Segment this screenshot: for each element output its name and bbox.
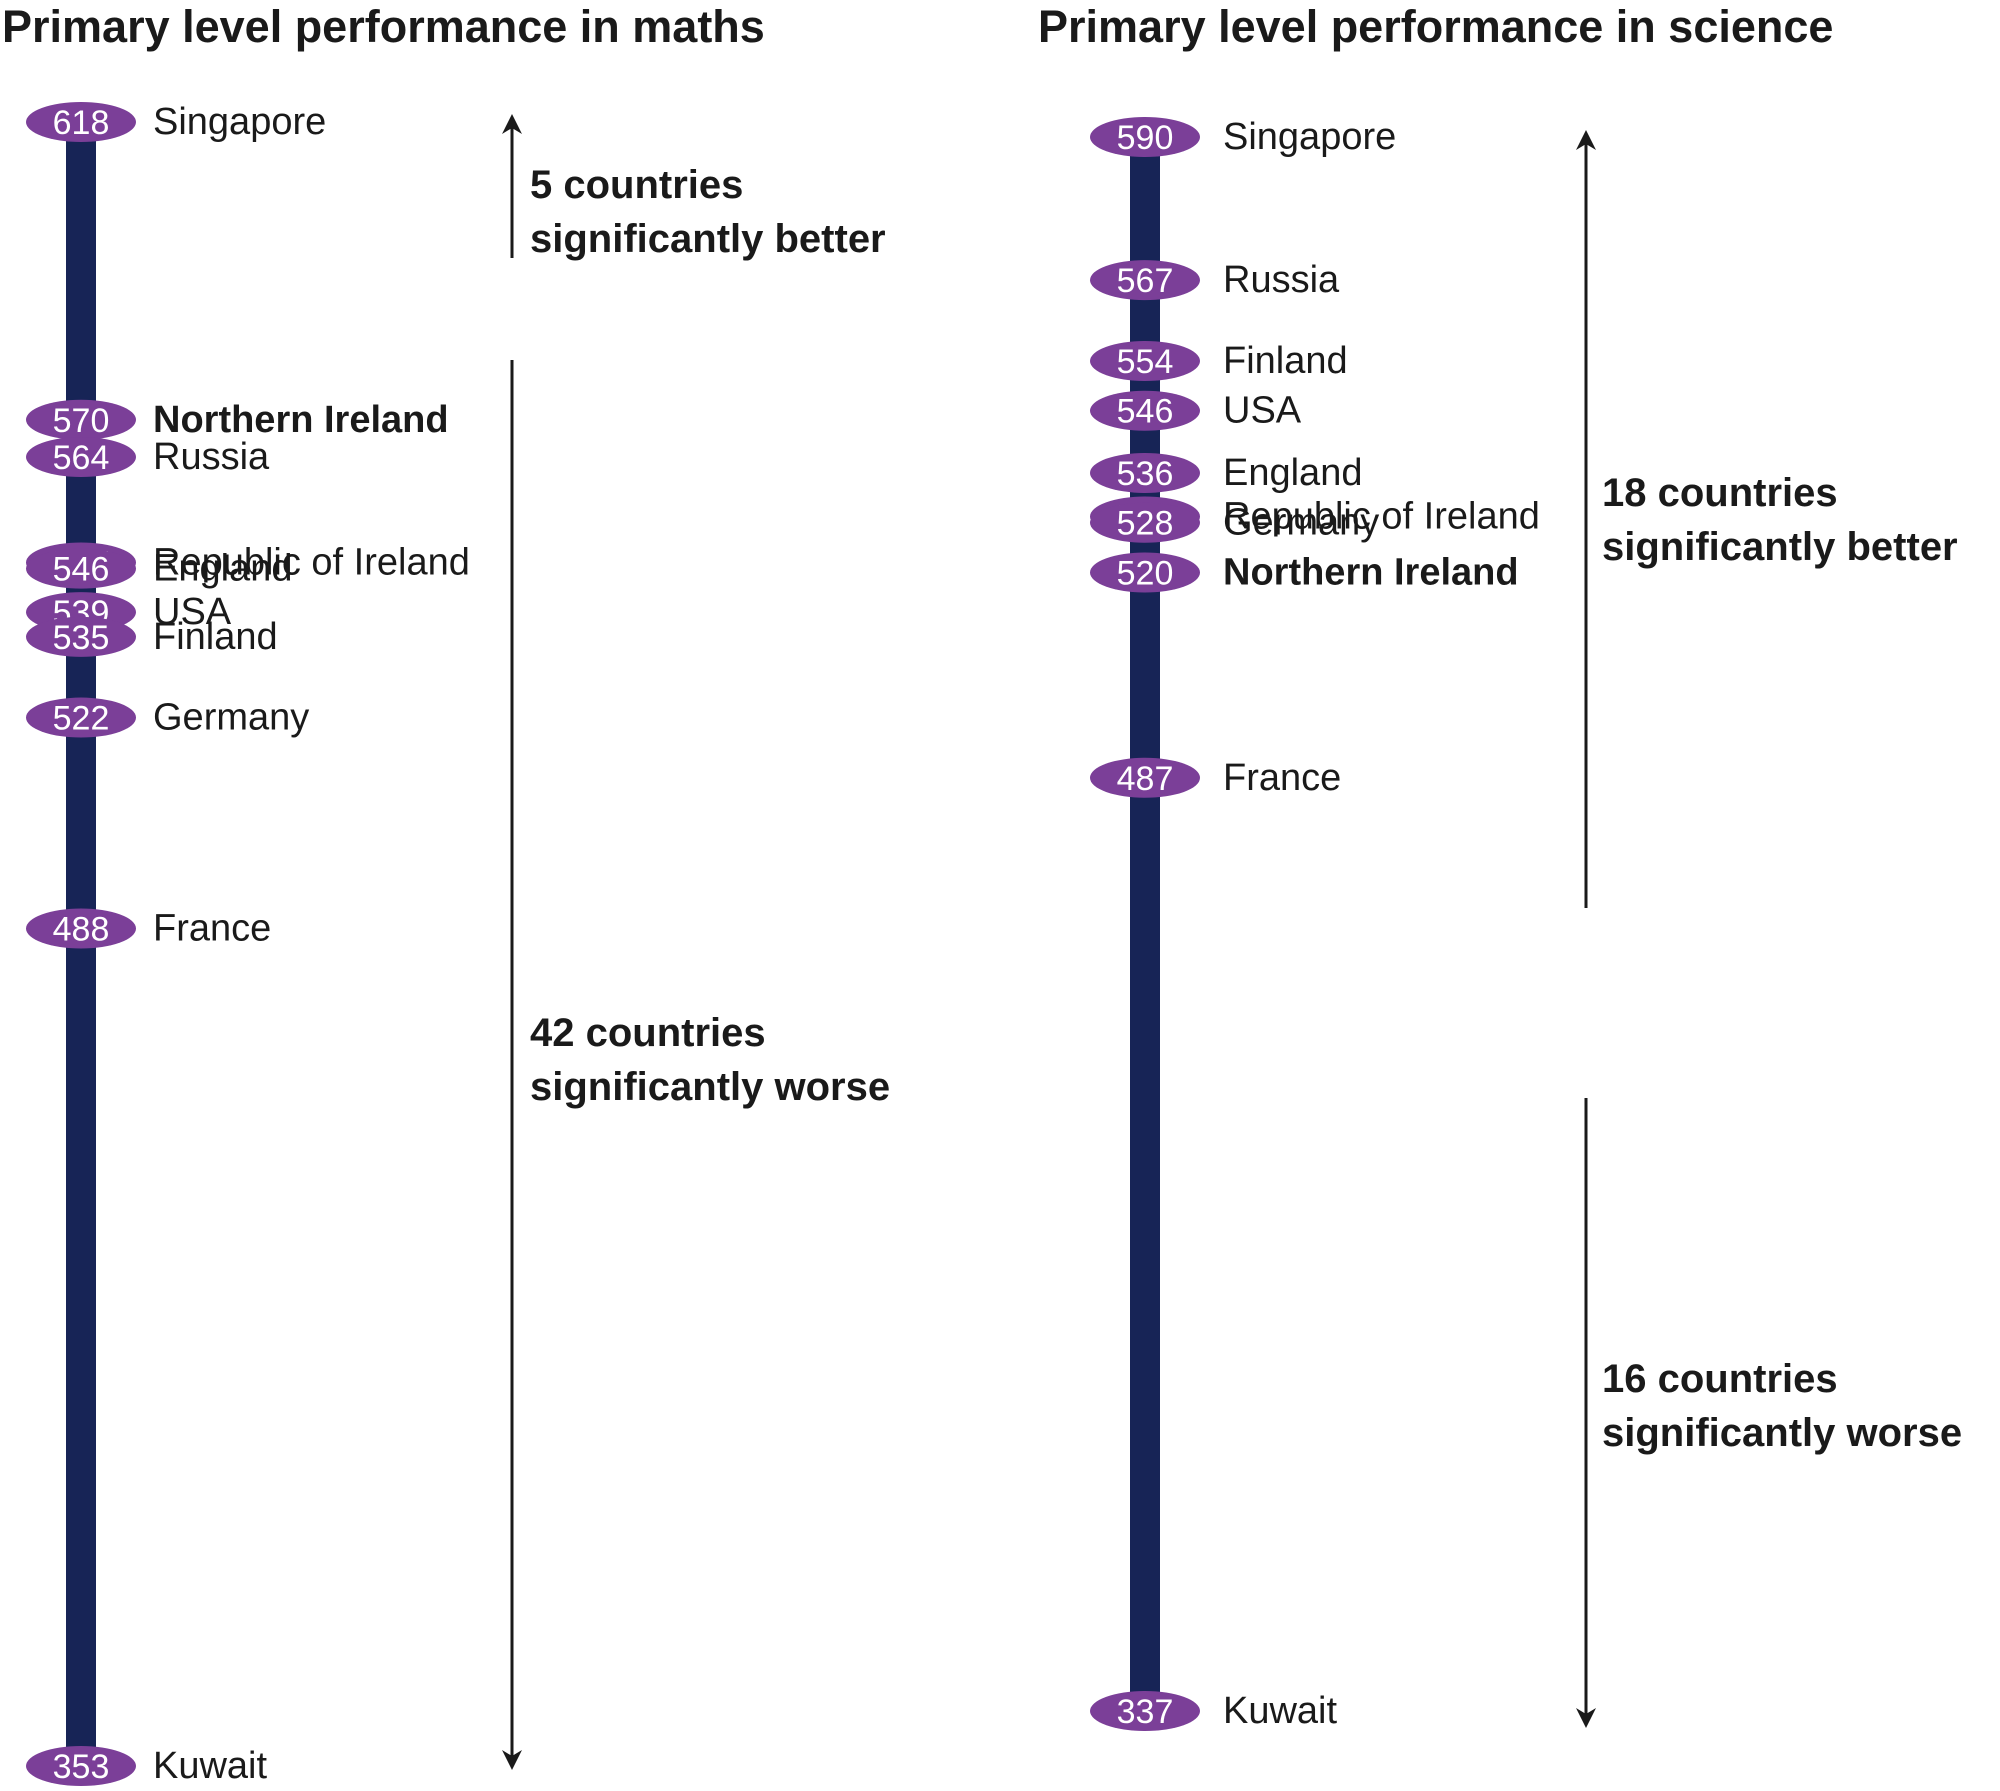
science-worse-note-line2: significantly worse (1602, 1411, 1962, 1455)
maths-score-label: 535 (53, 619, 110, 657)
maths-score-marker (26, 697, 136, 738)
science-country-label: England (1223, 452, 1362, 494)
maths-score-label: 564 (53, 439, 110, 477)
science-points: 590 Singapore 567 Russia 554 Finland 546 USA 536… (1090, 116, 1540, 1732)
science-point-kuwait: 337 Kuwait (1090, 1690, 1337, 1732)
maths-point-england: 546 England (26, 548, 292, 590)
science-country-label: Republic of Ireland (1223, 496, 1540, 538)
maths-title: Primary level performance in maths (2, 1, 765, 52)
maths-country-label: England (153, 548, 292, 590)
science-point-singapore: 590 Singapore (1090, 116, 1396, 158)
science-score-marker (1090, 390, 1200, 431)
science-score-marker (1090, 260, 1200, 301)
science-score-marker (1090, 340, 1200, 381)
science-score-marker (1090, 552, 1200, 593)
maths-country-label: Russia (153, 436, 270, 478)
maths-point-france: 488 France (26, 907, 271, 949)
science-score-label: 487 (1117, 760, 1174, 798)
science-score-marker (1090, 452, 1200, 493)
maths-point-russia: 564 Russia (26, 436, 270, 478)
maths-point-germany: 522 Germany (26, 697, 309, 739)
maths-better-note-line1: 5 countries (530, 163, 743, 207)
maths-score-label: 488 (53, 910, 110, 948)
maths-score-marker (26, 1746, 136, 1786)
maths-score-label: 570 (53, 402, 110, 440)
maths-country-label: Finland (153, 616, 278, 658)
science-country-label: USA (1223, 390, 1302, 432)
science-better-note-line2: significantly better (1602, 525, 1958, 569)
science-score-label: 546 (1117, 393, 1174, 431)
science-point-usa: 546 USA (1090, 390, 1302, 432)
maths-country-label: USA (153, 591, 232, 633)
maths-country-label: Kuwait (153, 1745, 267, 1787)
science-score-label: 567 (1117, 262, 1174, 300)
maths-panel: Primary level performance in maths 618 Si… (2, 1, 890, 1787)
science-score-label: 520 (1117, 554, 1174, 592)
maths-better-note-line2: significantly better (530, 217, 886, 261)
science-point-england: 536 England (1090, 452, 1362, 494)
science-country-label: Kuwait (1223, 1690, 1337, 1732)
maths-score-marker (26, 399, 136, 440)
science-score-label: 554 (1117, 343, 1174, 381)
maths-country-label: Republic of Ireland (153, 541, 470, 583)
maths-score-marker (26, 102, 136, 142)
science-title: Primary level performance in science (1038, 1, 1833, 52)
maths-points: 618 Singapore 570 Northern Ireland 564 Russia… (26, 101, 470, 1787)
science-point-france: 487 France (1090, 757, 1341, 799)
science-score-marker (1090, 117, 1200, 157)
maths-score-marker (26, 548, 136, 589)
maths-score-marker (26, 437, 136, 478)
science-country-label: Finland (1223, 340, 1348, 382)
maths-point-finland: 535 Finland (26, 616, 278, 658)
maths-score-label: 618 (53, 104, 110, 142)
maths-score-marker (26, 616, 136, 657)
science-score-marker (1090, 757, 1200, 798)
maths-score-label: 353 (53, 1748, 110, 1786)
science-country-label: Singapore (1223, 116, 1396, 158)
science-score-label: 337 (1117, 1693, 1174, 1731)
maths-country-label: Northern Ireland (153, 399, 449, 441)
science-score-label: 590 (1117, 119, 1174, 157)
science-country-label: Northern Ireland (1223, 551, 1519, 593)
science-point-russia: 567 Russia (1090, 259, 1340, 301)
maths-country-label: France (153, 907, 271, 949)
science-score-marker (1090, 1691, 1200, 1731)
science-score-label: 528 (1117, 505, 1174, 543)
science-score-label: 536 (1117, 455, 1174, 493)
maths-point-northern-ireland: 570 Northern Ireland (26, 399, 449, 441)
science-panel: Primary level performance in science 590… (1038, 1, 1962, 1732)
science-point-northern-ireland: 520 Northern Ireland (1090, 551, 1519, 593)
science-country-label: France (1223, 757, 1341, 799)
maths-country-label: Germany (153, 697, 309, 739)
maths-score-label: 522 (53, 700, 110, 738)
science-better-note-line1: 18 countries (1602, 471, 1838, 515)
maths-worse-note-line1: 42 countries (530, 1011, 766, 1055)
maths-country-label: Singapore (153, 101, 326, 143)
science-point-finland: 554 Finland (1090, 340, 1348, 382)
science-worse-note-line1: 16 countries (1602, 1357, 1838, 1401)
maths-point-singapore: 618 Singapore (26, 101, 326, 143)
maths-score-marker (26, 908, 136, 949)
science-score-marker (1090, 502, 1200, 543)
maths-score-label: 546 (53, 551, 110, 589)
science-country-label: Russia (1223, 259, 1340, 301)
science-point-germany: 528 Germany (1090, 502, 1379, 544)
maths-point-kuwait: 353 Kuwait (26, 1745, 267, 1787)
science-country-label: Germany (1223, 502, 1379, 544)
maths-worse-note-line2: significantly worse (530, 1065, 890, 1109)
